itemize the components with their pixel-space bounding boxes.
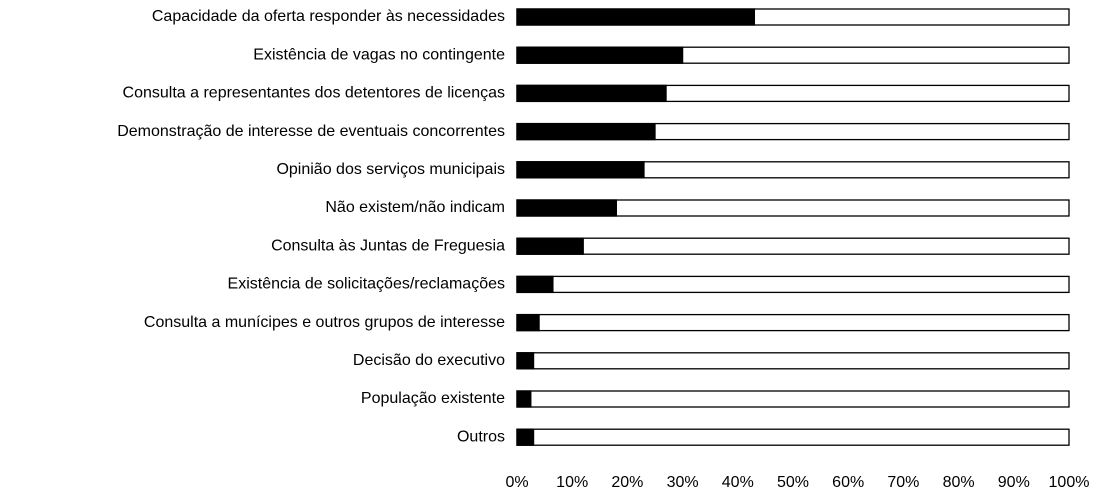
bar-track bbox=[516, 428, 1070, 446]
y-tick-label: Decisão do executivo bbox=[353, 352, 505, 369]
y-tick-label: Existência de solicitações/reclamações bbox=[228, 276, 505, 293]
y-tick-label: Consulta às Juntas de Freguesia bbox=[271, 237, 505, 254]
bar bbox=[516, 275, 554, 294]
x-tick-label: 10% bbox=[556, 474, 588, 491]
bar-track bbox=[516, 237, 1070, 255]
bar bbox=[516, 8, 756, 26]
y-tick-label: População existente bbox=[361, 390, 505, 407]
y-tick-label: Capacidade da oferta responder às necess… bbox=[152, 8, 505, 25]
x-tick-label: 30% bbox=[667, 474, 699, 491]
bar bbox=[516, 46, 684, 64]
x-tick-label: 40% bbox=[722, 474, 754, 491]
y-tick-label: Existência de vagas no contingente bbox=[253, 46, 505, 63]
x-tick-label: 50% bbox=[777, 474, 809, 491]
x-tick-label: 80% bbox=[943, 474, 975, 491]
x-tick-label: 20% bbox=[611, 474, 643, 491]
x-tick-label: 0% bbox=[505, 474, 528, 491]
x-tick-label: 90% bbox=[998, 474, 1030, 491]
y-tick-label: Demonstração de interesse de eventuais c… bbox=[117, 123, 505, 140]
bar-track bbox=[516, 390, 1070, 408]
x-tick-label: 60% bbox=[832, 474, 864, 491]
bar bbox=[516, 84, 667, 103]
bar bbox=[516, 313, 540, 332]
bar bbox=[516, 428, 535, 446]
x-tick-label: 70% bbox=[887, 474, 919, 491]
y-tick-label: Consulta a munícipes e outros grupos de … bbox=[144, 314, 505, 331]
bar bbox=[516, 390, 532, 408]
y-tick-label: Consulta a representantes dos detentores… bbox=[123, 85, 505, 102]
x-tick-label: 100% bbox=[1049, 474, 1090, 491]
y-tick-label: Outros bbox=[457, 428, 505, 445]
y-tick-label: Opinião dos serviços municipais bbox=[276, 161, 505, 178]
bar bbox=[516, 122, 656, 141]
bar-track bbox=[516, 313, 1070, 332]
bar bbox=[516, 199, 618, 217]
bar bbox=[516, 161, 645, 179]
bar bbox=[516, 352, 535, 370]
bar-track bbox=[516, 275, 1070, 294]
bar bbox=[516, 237, 584, 255]
bar-track bbox=[516, 352, 1070, 370]
y-tick-label: Não existem/não indicam bbox=[325, 199, 505, 216]
